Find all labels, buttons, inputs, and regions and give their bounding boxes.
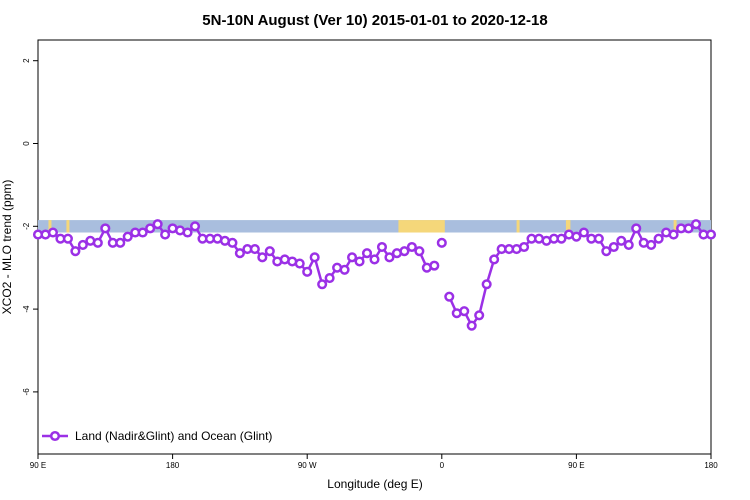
data-point bbox=[608, 241, 619, 253]
data-point bbox=[227, 237, 238, 248]
data-point bbox=[690, 219, 702, 230]
plot-frame bbox=[37, 39, 712, 455]
data-point bbox=[100, 223, 111, 234]
data-point bbox=[294, 258, 305, 269]
land-band bbox=[66, 220, 70, 233]
x-tick-label: 90 E bbox=[568, 461, 584, 470]
data-point bbox=[623, 239, 634, 250]
data-point bbox=[705, 229, 717, 240]
x-tick-label: 180 bbox=[704, 461, 718, 470]
y-tick-label: -2 bbox=[22, 222, 31, 230]
data-point bbox=[444, 291, 455, 302]
data-point bbox=[182, 227, 193, 238]
data-point bbox=[399, 246, 410, 257]
data-point bbox=[92, 237, 103, 248]
land-ocean-band bbox=[38, 220, 711, 233]
data-point bbox=[339, 264, 350, 275]
axis-ticks: 90 E 180 90 W 0 90 E 180 2 0 -2 -4 -6 bbox=[22, 58, 718, 470]
data-point bbox=[459, 306, 470, 317]
data-point bbox=[354, 256, 365, 267]
data-point bbox=[406, 241, 417, 253]
data-point bbox=[653, 233, 664, 244]
data-point bbox=[317, 279, 328, 290]
data-point bbox=[571, 231, 582, 242]
series-layer bbox=[32, 219, 717, 331]
data-point bbox=[489, 254, 500, 265]
land-band bbox=[673, 220, 677, 233]
data-point bbox=[189, 221, 201, 232]
x-tick-label: 90 W bbox=[298, 461, 317, 470]
data-point bbox=[683, 223, 694, 234]
data-point bbox=[302, 266, 313, 277]
x-tick-label: 0 bbox=[440, 461, 445, 470]
data-point bbox=[646, 239, 657, 250]
data-point bbox=[474, 310, 485, 321]
chart-title: 5N-10N August (Ver 10) 2015-01-01 to 202… bbox=[202, 12, 547, 29]
land-band bbox=[565, 220, 571, 233]
data-point bbox=[324, 273, 335, 284]
data-point bbox=[631, 223, 642, 234]
legend-marker bbox=[49, 430, 61, 442]
data-point bbox=[257, 252, 268, 263]
y-tick-label: 0 bbox=[22, 141, 31, 146]
x-tick-label: 180 bbox=[166, 461, 180, 470]
land-band bbox=[48, 220, 52, 233]
data-point bbox=[616, 235, 627, 246]
data-point bbox=[601, 246, 612, 257]
x-axis-label: Longitude (deg E) bbox=[327, 477, 422, 491]
data-point bbox=[249, 244, 260, 255]
data-point bbox=[137, 227, 148, 238]
data-point bbox=[519, 241, 530, 253]
data-point bbox=[347, 252, 358, 263]
data-point bbox=[361, 248, 373, 259]
data-point bbox=[47, 227, 59, 238]
ocean-band bbox=[38, 220, 711, 233]
data-point bbox=[384, 252, 395, 263]
data-point bbox=[414, 246, 425, 257]
land-band bbox=[516, 220, 520, 233]
data-point bbox=[77, 239, 88, 250]
data-point bbox=[593, 233, 604, 244]
data-point bbox=[234, 248, 245, 259]
data-point bbox=[160, 229, 171, 240]
data-point bbox=[578, 227, 589, 238]
legend: Land (Nadir&Glint) and Ocean (Glint) bbox=[42, 429, 272, 443]
y-tick-label: -4 bbox=[22, 305, 31, 313]
data-point bbox=[556, 233, 567, 244]
data-point bbox=[376, 241, 388, 253]
data-point bbox=[369, 254, 380, 265]
data-point bbox=[62, 233, 73, 244]
x-tick-label: 90 E bbox=[30, 461, 46, 470]
data-point bbox=[436, 237, 447, 248]
data-point bbox=[309, 252, 320, 263]
data-point bbox=[466, 320, 477, 331]
data-point bbox=[115, 237, 126, 248]
data-point bbox=[264, 246, 275, 257]
data-point bbox=[429, 260, 440, 271]
data-point bbox=[122, 231, 133, 242]
legend-label: Land (Nadir&Glint) and Ocean (Glint) bbox=[75, 429, 272, 443]
y-axis-label: XCO2 - MLO trend (ppm) bbox=[0, 180, 14, 315]
y-tick-label: 2 bbox=[22, 58, 31, 63]
data-point bbox=[668, 229, 679, 240]
land-band bbox=[398, 220, 445, 233]
data-point bbox=[70, 246, 81, 257]
data-point bbox=[481, 279, 492, 290]
data-point bbox=[152, 219, 163, 230]
y-tick-label: -6 bbox=[22, 388, 31, 396]
data-point bbox=[145, 223, 156, 234]
